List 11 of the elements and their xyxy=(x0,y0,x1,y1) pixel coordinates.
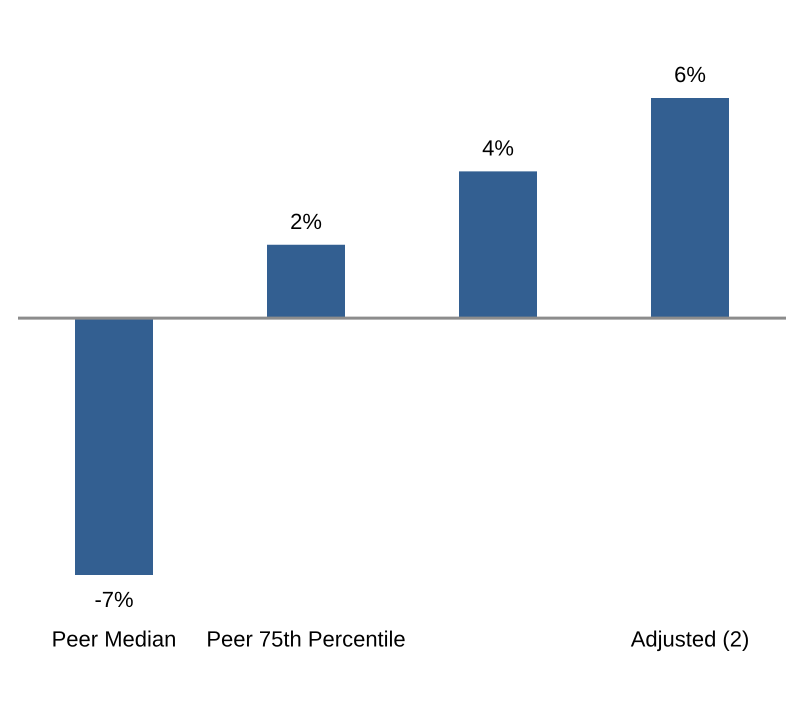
data-label: 4% xyxy=(482,135,514,160)
x-tick-label: Peer 75th Percentile xyxy=(206,626,406,652)
x-tick-label: Adjusted (2) xyxy=(630,626,750,652)
data-label: 2% xyxy=(290,208,322,234)
bar xyxy=(267,244,345,318)
data-label: -7% xyxy=(94,587,134,612)
x-tick-label: Peer Median xyxy=(52,626,176,652)
bar xyxy=(651,98,729,318)
bar xyxy=(75,318,153,575)
data-label: 6% xyxy=(674,62,706,87)
bar xyxy=(459,171,537,318)
